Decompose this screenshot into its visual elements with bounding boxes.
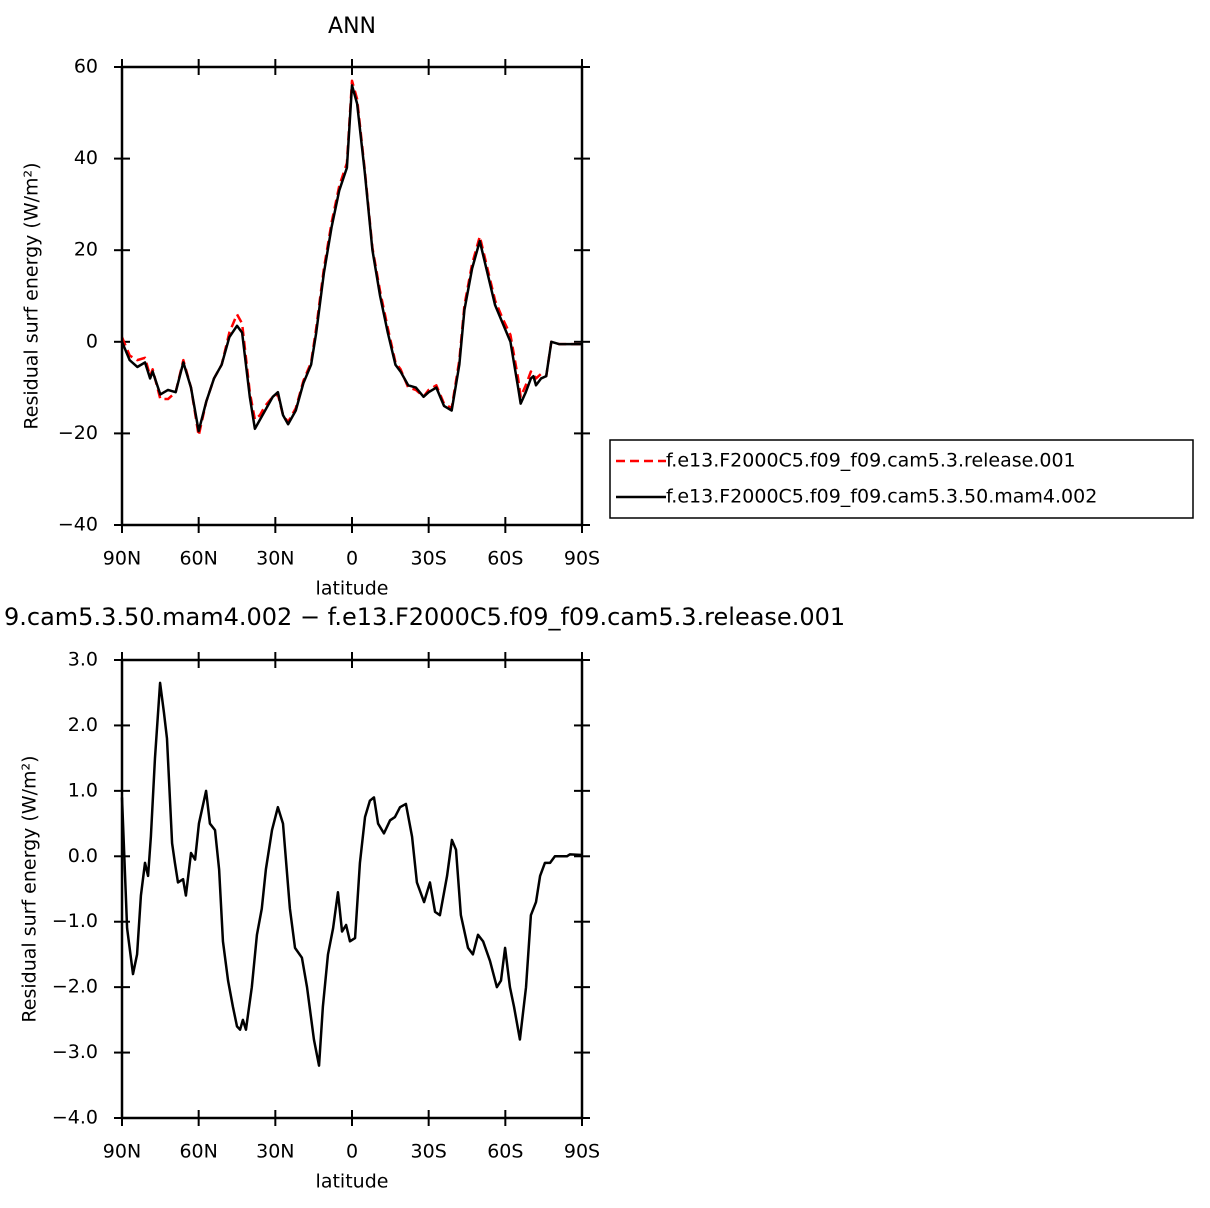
y-tick-label: −4.0 [52,1107,98,1129]
y-tick-label: −1.0 [52,910,98,932]
x-tick-label: 0 [346,1141,358,1163]
plot-frame [120,65,584,527]
y-tick-label: 2.0 [68,714,98,736]
x-tick-label: 90N [103,548,141,570]
plot-frame [120,658,584,1120]
x-tick-label: 30S [411,1141,447,1163]
y-tick-label: 40 [74,147,98,169]
x-tick-label: 30N [256,1141,294,1163]
y-axis-label: Residual surf energy (W/m²) [19,755,41,1022]
y-tick-label: 60 [74,56,98,78]
chart-title: ANN [328,14,376,39]
y-axis-label: Residual surf energy (W/m²) [21,162,43,429]
data-line [120,681,583,1067]
x-tick-label: 60S [487,1141,523,1163]
x-tick-label: 30S [411,548,447,570]
x-tick-label: 90N [103,1141,141,1163]
y-tick-label: 1.0 [68,779,98,801]
data-line [120,84,582,433]
y-tick-label: −3.0 [52,1041,98,1063]
legend-box [609,439,1194,519]
legend-label: f.e13.F2000C5.f09_f09.cam5.3.50.mam4.002 [666,486,1097,508]
y-tick-label: 20 [74,239,98,261]
y-tick-label: −20 [58,422,98,444]
y-tick-label: −40 [58,514,98,536]
x-tick-label: 60N [179,548,217,570]
x-tick-label: 30N [256,548,294,570]
x-tick-label: 60N [179,1141,217,1163]
chart-title: 9.cam5.3.50.mam4.002 − f.e13.F2000C5.f09… [4,603,845,631]
x-tick-label: 60S [487,548,523,570]
legend-label: f.e13.F2000C5.f09_f09.cam5.3.release.001 [666,450,1076,472]
x-tick-label: 0 [346,548,358,570]
x-axis-label: latitude [316,1171,389,1193]
x-tick-label: 90S [564,548,600,570]
y-tick-label: 0 [86,330,98,352]
y-tick-label: −2.0 [52,976,98,998]
x-axis-label: latitude [316,578,389,600]
x-tick-label: 90S [564,1141,600,1163]
data-line [120,79,582,437]
y-tick-label: 0.0 [68,845,98,867]
y-tick-label: 3.0 [68,649,98,671]
